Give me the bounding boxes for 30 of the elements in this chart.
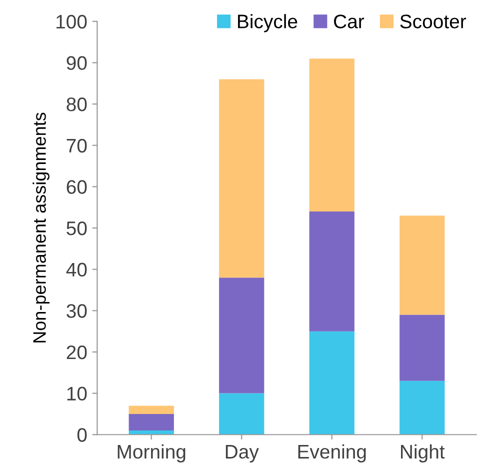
bar: [400, 380, 445, 435]
legend-label: Bicycle: [238, 14, 298, 32]
bar: [219, 393, 264, 435]
bar: [128, 406, 174, 414]
legend-label: Car: [334, 14, 364, 28]
bar: [219, 79, 264, 278]
y-tick-label: 40: [66, 262, 87, 277]
bar: [309, 58, 354, 212]
bar: [400, 216, 445, 315]
bar: [400, 314, 445, 381]
y-tick-label: 30: [66, 304, 87, 318]
y-tick-label: 90: [66, 56, 87, 70]
bar: [309, 211, 354, 332]
bar: [309, 331, 354, 435]
x-tick-label: Morning: [118, 444, 186, 462]
y-tick-label: 70: [66, 138, 87, 153]
y-tick-label: 0: [77, 428, 87, 442]
bar: [128, 414, 174, 430]
y-tick-label: 80: [66, 97, 87, 112]
y-tick-label: 20: [66, 345, 87, 360]
x-tick-label: Day: [226, 445, 259, 462]
y-tick-label: 10: [67, 386, 87, 401]
legend-label: Scooter: [400, 14, 466, 28]
y-tick-label: 60: [66, 180, 87, 194]
bar: [219, 278, 264, 394]
x-tick-label: Evening: [298, 444, 366, 462]
y-axis-title: Non-permanent assignments: [32, 112, 50, 342]
y-tick-label: 50: [66, 221, 87, 236]
x-tick-label: Night: [401, 444, 445, 462]
y-tick-label: 100: [56, 14, 87, 29]
